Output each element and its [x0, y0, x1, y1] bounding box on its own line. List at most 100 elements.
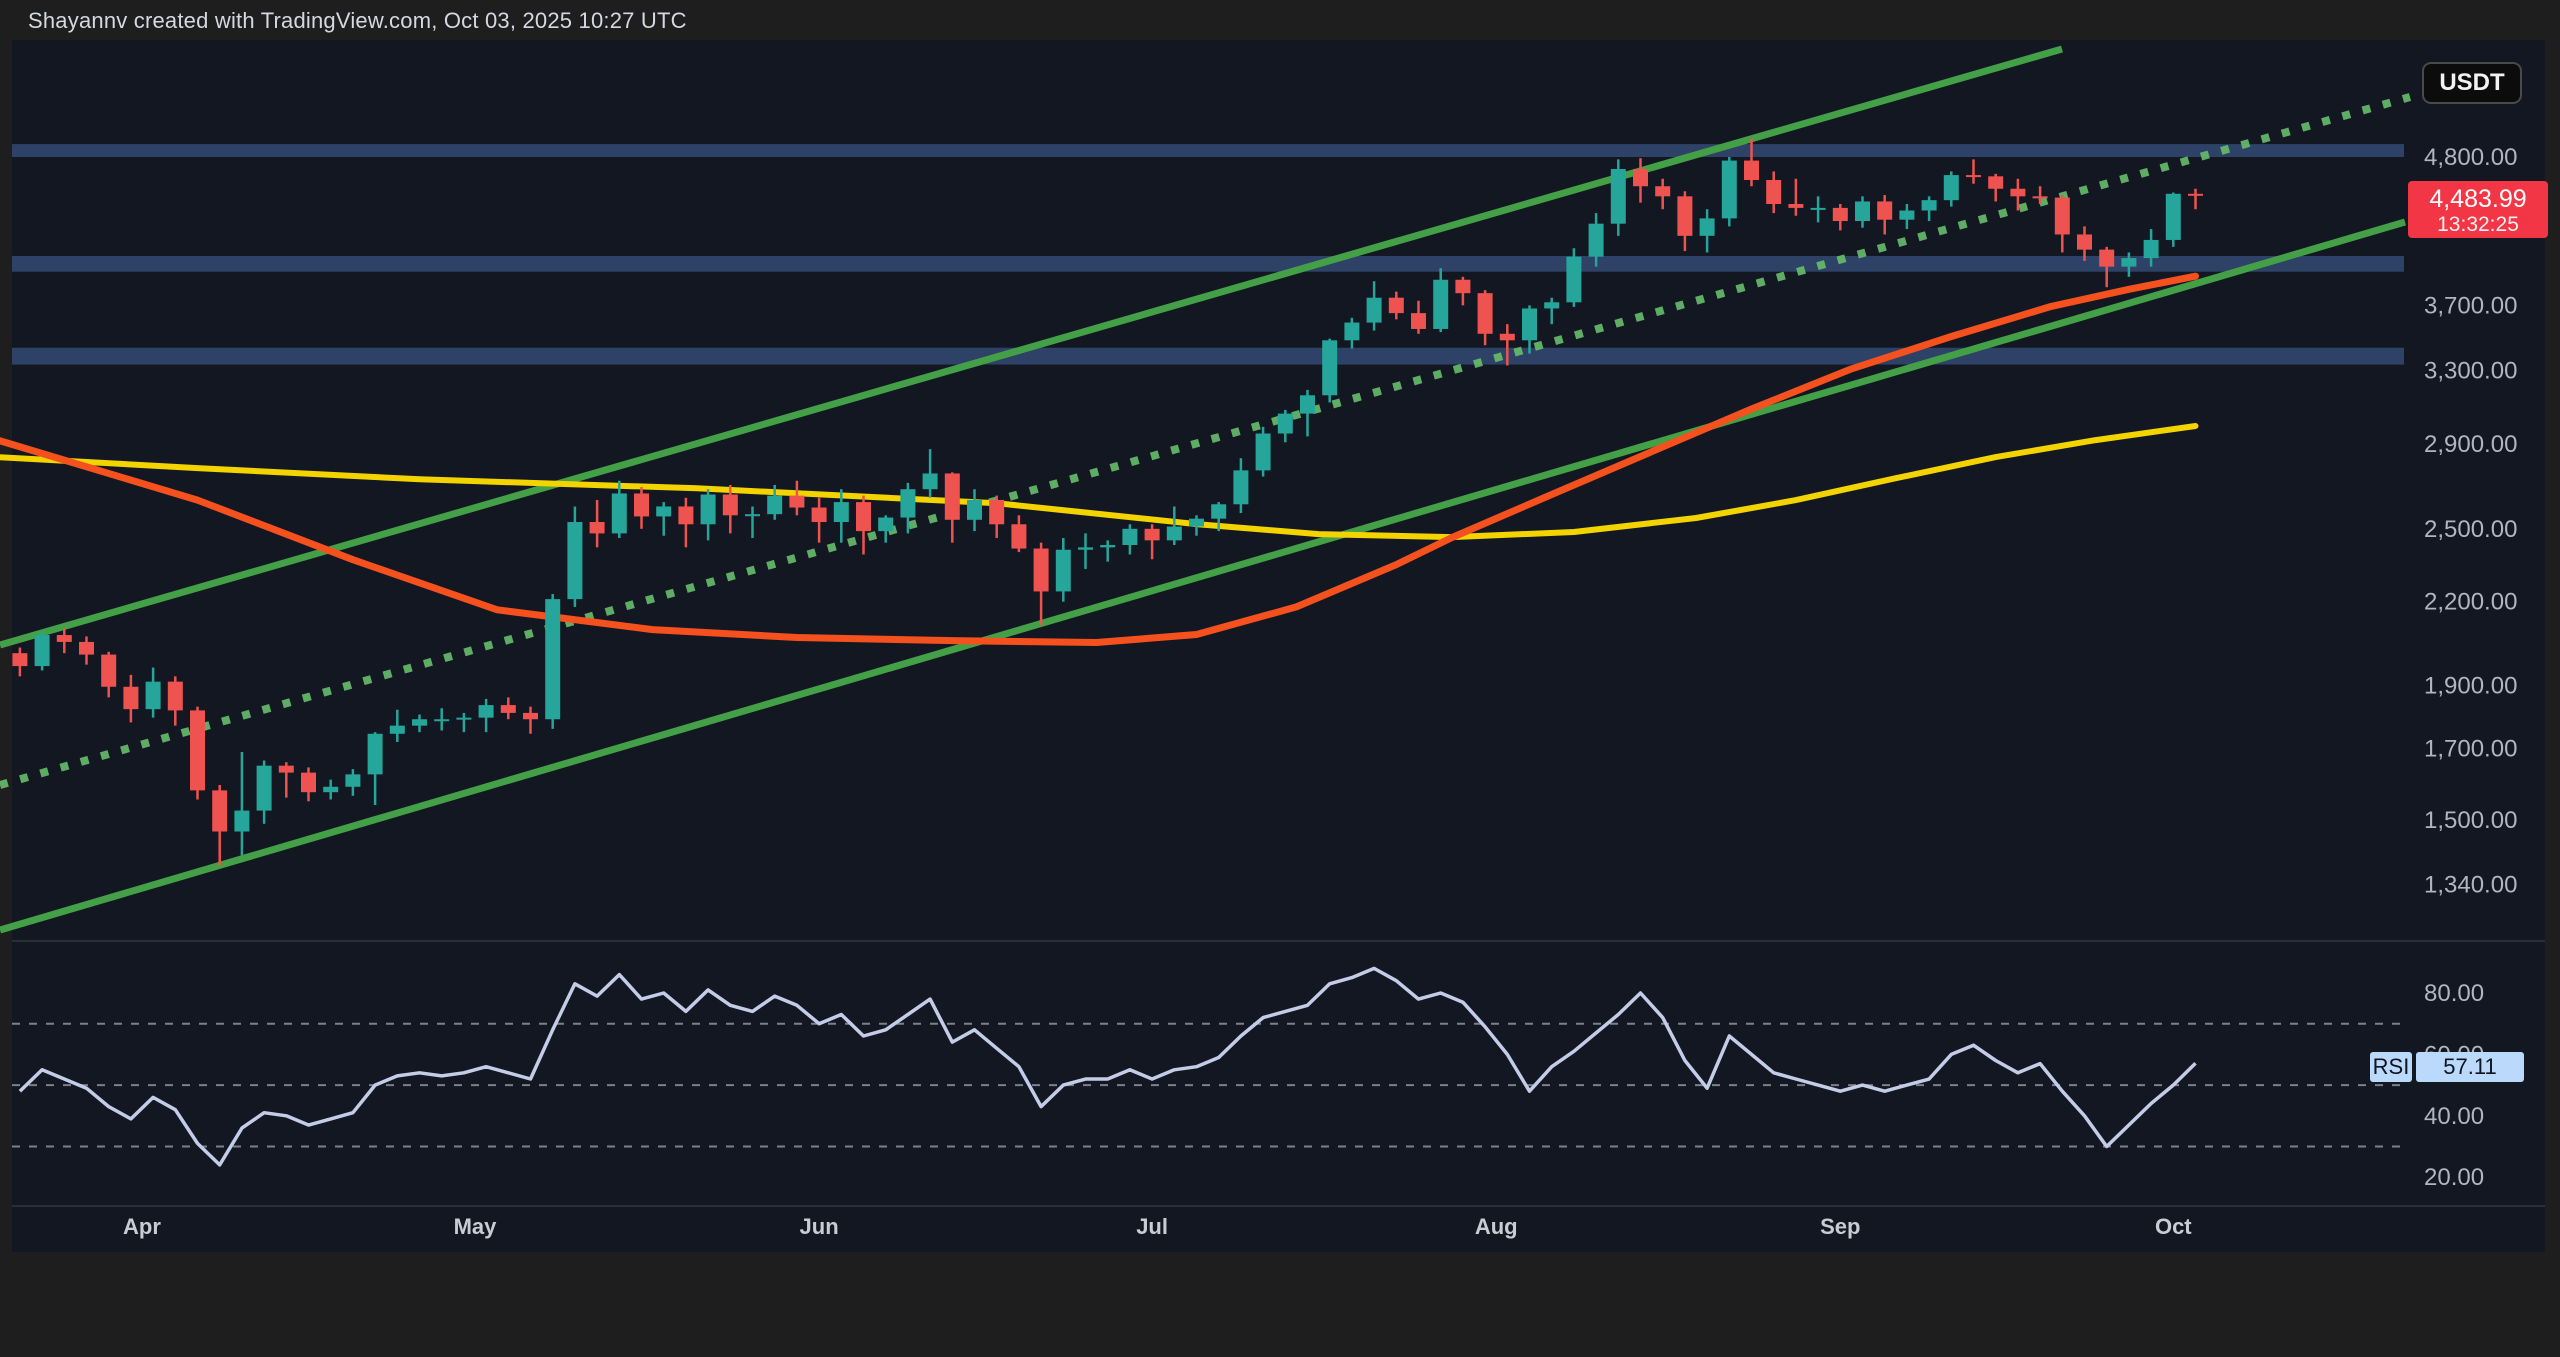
candle [145, 667, 161, 718]
candle-body [700, 494, 716, 525]
candle [1610, 159, 1626, 236]
candle [234, 752, 250, 856]
rsi-axis-label: 40.00 [2424, 1103, 2484, 1130]
candle-body [1055, 549, 1071, 592]
candle-body [1766, 180, 1782, 205]
candle-body [323, 786, 339, 793]
candle [101, 651, 117, 698]
candle-body [1943, 175, 1959, 201]
candle-body [1122, 528, 1138, 546]
candle-body [1166, 526, 1182, 541]
attribution-text: Shayannv created with TradingView.com, O… [28, 8, 687, 33]
candle-body [856, 502, 871, 532]
candle-body [1211, 504, 1227, 519]
support-zone-band [12, 255, 2404, 272]
candle-body [1477, 293, 1493, 334]
candle [1699, 209, 1715, 253]
price-axis-label: 1,700.00 [2424, 736, 2517, 763]
candle [1388, 291, 1404, 320]
symbol-currency-badge[interactable]: USDT [2422, 62, 2522, 104]
rsi-indicator-label: RSI [2370, 1052, 2412, 1082]
candle [1055, 538, 1071, 602]
candle [700, 489, 716, 541]
candle [1144, 524, 1160, 560]
candle-body [767, 495, 783, 515]
month-label: Apr [123, 1214, 161, 1239]
candle [2010, 178, 2026, 211]
candle [1988, 173, 2004, 202]
candle [367, 732, 383, 805]
candle [900, 482, 916, 534]
candle [878, 515, 894, 543]
price-axis-label: 4,800.00 [2424, 144, 2517, 171]
candle-body [2077, 234, 2092, 250]
candle-body [56, 635, 72, 642]
candle [1633, 158, 1648, 203]
candle-body [900, 489, 916, 518]
candle [944, 472, 960, 543]
candle [1744, 138, 1759, 187]
candle-body [1744, 160, 1759, 181]
candle-body [833, 502, 849, 523]
candle-body [1277, 413, 1293, 434]
candle [167, 676, 183, 726]
candle-body [12, 653, 28, 667]
candle [212, 784, 228, 866]
rsi-value-badge: 57.11 [2416, 1052, 2524, 1082]
candle-body [2054, 197, 2070, 235]
candle-body [1544, 302, 1560, 309]
candle-body [2165, 193, 2181, 240]
candle [2054, 195, 2070, 253]
candle [767, 484, 783, 520]
candle-body [1721, 160, 1737, 219]
candle [1788, 178, 1804, 216]
candle [2165, 192, 2181, 247]
candle-body [678, 506, 694, 525]
candle [478, 698, 494, 733]
trendline-channel-top[interactable] [0, 45, 2063, 649]
candle-body [2032, 196, 2048, 199]
candle [856, 495, 871, 555]
candle [56, 628, 72, 654]
support-zone-band [12, 144, 2404, 157]
candle-body [1677, 196, 1693, 236]
candle-body [2010, 188, 2026, 197]
candle [1477, 290, 1493, 346]
candle [323, 779, 339, 800]
candle-body [412, 719, 427, 726]
candle [1877, 195, 1893, 235]
candle [500, 697, 516, 720]
candle [1433, 268, 1449, 333]
candle [1011, 515, 1027, 553]
price-axis-label: 1,900.00 [2424, 672, 2517, 699]
candle [2188, 188, 2203, 210]
month-label: Aug [1475, 1214, 1518, 1239]
candle [2099, 246, 2115, 288]
candle-body [1144, 528, 1160, 541]
header-bar: Shayannv created with TradingView.com, O… [0, 0, 2560, 40]
candle-body [545, 599, 561, 720]
candle-body [789, 495, 805, 508]
candle [1832, 204, 1848, 231]
candle-body [1366, 297, 1382, 323]
candle [1255, 426, 1271, 477]
candle [833, 489, 849, 543]
candle [2121, 252, 2137, 277]
candle [611, 480, 627, 539]
trendline-channel-bottom[interactable] [0, 218, 2406, 934]
candle-body [167, 681, 183, 711]
support-zones [12, 144, 2404, 365]
candle-body [1300, 395, 1315, 414]
candle-body [256, 765, 272, 811]
last-price-badge: 4,483.99 13:32:25 [2408, 181, 2548, 238]
last-price-value: 4,483.99 [2429, 185, 2527, 213]
trendline-drawings[interactable] [0, 45, 2412, 934]
candle [1499, 324, 1515, 366]
candle-body [79, 641, 94, 655]
candle [1189, 515, 1204, 536]
candle [1855, 196, 1870, 228]
candle-body [1499, 333, 1515, 341]
time-axis[interactable]: Apr May Jun Jul Aug Sep Oct [123, 1214, 2192, 1239]
price-axis[interactable]: 4,800.00 3,700.00 3,300.00 2,900.00 2,500.00… [2424, 144, 2517, 898]
